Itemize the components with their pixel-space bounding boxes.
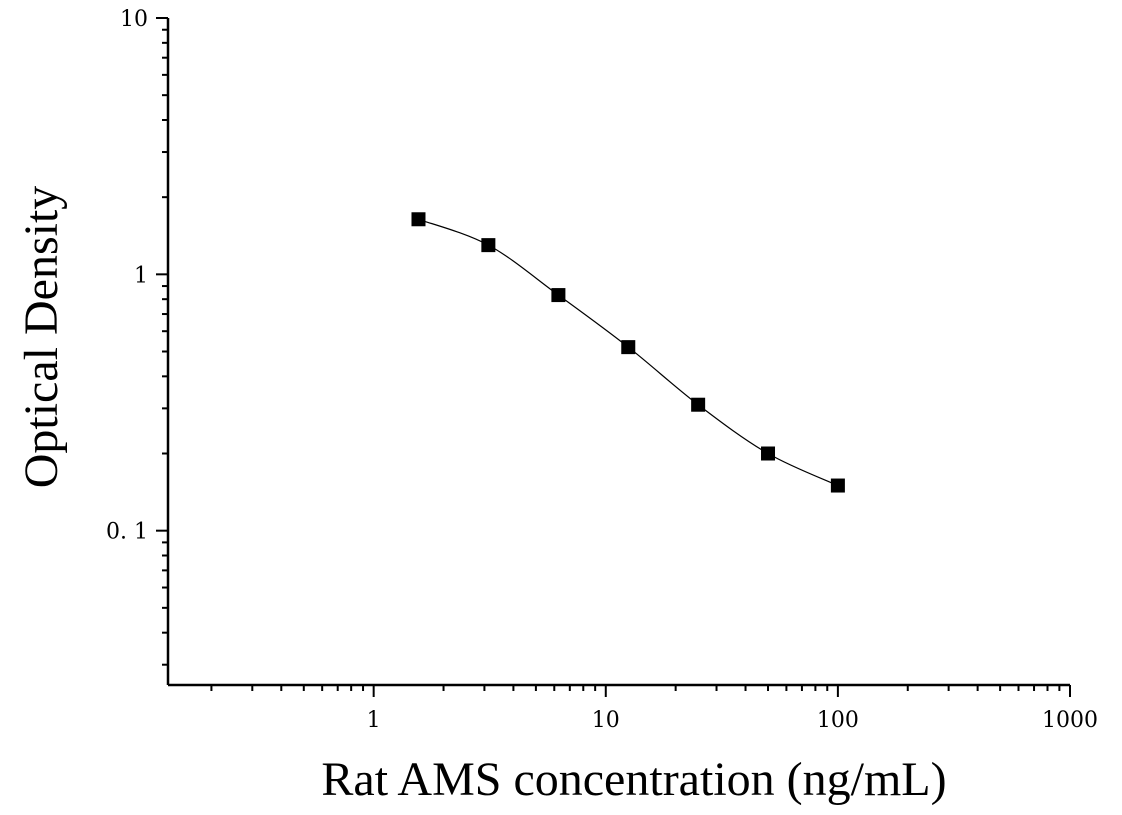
y-tick-label: 0. 1	[106, 520, 148, 545]
y-tick-label: 1	[134, 263, 148, 288]
x-tick-label: 100	[817, 708, 859, 733]
data-point	[830, 478, 845, 493]
data-point	[411, 212, 426, 227]
x-tick-label: 1000	[1042, 708, 1098, 733]
data-point	[551, 288, 566, 303]
tick-labels-layer: 1 10 100 1000 10 1 0. 1	[106, 7, 1098, 733]
data-point	[621, 340, 636, 355]
y-tick-label: 10	[120, 7, 148, 32]
x-tick-label: 10	[592, 708, 620, 733]
data-point	[691, 397, 706, 412]
data-point	[761, 446, 776, 461]
x-tick-label: 1	[367, 708, 381, 733]
axes	[156, 17, 1071, 697]
x-axis-title: Rat AMS concentration (ng/mL)	[321, 753, 946, 806]
data-point	[481, 238, 496, 253]
y-axis-title: Optical Density	[15, 186, 68, 489]
data-points-layer	[411, 212, 845, 493]
